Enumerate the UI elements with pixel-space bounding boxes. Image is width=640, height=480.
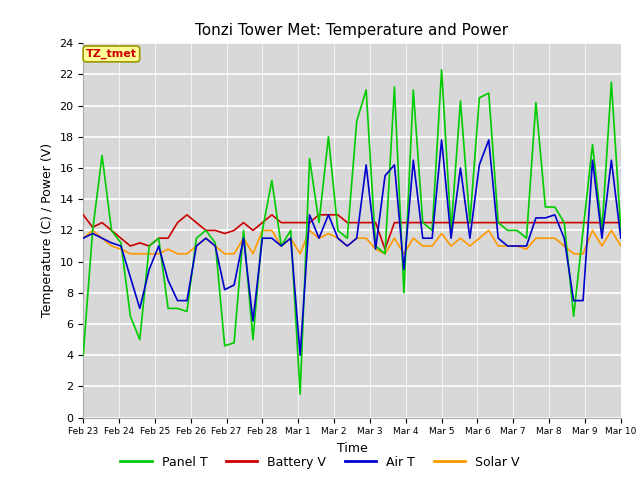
Air T: [202, 235, 210, 241]
Title: Tonzi Tower Met: Temperature and Power: Tonzi Tower Met: Temperature and Power: [195, 23, 509, 38]
Battery V: [541, 220, 549, 226]
Battery V: [202, 228, 210, 233]
Solar V: [456, 235, 464, 241]
Battery V: [211, 228, 219, 233]
Y-axis label: Temperature (C) / Power (V): Temperature (C) / Power (V): [41, 144, 54, 317]
Line: Solar V: Solar V: [83, 230, 621, 254]
Air T: [598, 235, 606, 241]
Battery V: [485, 220, 493, 226]
Battery V: [598, 220, 606, 226]
Solar V: [89, 228, 97, 233]
X-axis label: Time: Time: [337, 442, 367, 455]
Panel T: [456, 98, 464, 104]
Panel T: [494, 220, 502, 226]
Battery V: [617, 220, 625, 226]
Panel T: [617, 228, 625, 233]
Solar V: [551, 235, 559, 241]
Solar V: [221, 251, 228, 257]
Panel T: [438, 67, 445, 72]
Panel T: [296, 391, 304, 397]
Line: Air T: Air T: [83, 140, 621, 355]
Line: Battery V: Battery V: [83, 215, 621, 249]
Legend: Panel T, Battery V, Air T, Solar V: Panel T, Battery V, Air T, Solar V: [115, 451, 525, 474]
Air T: [79, 235, 87, 241]
Panel T: [551, 204, 559, 210]
Solar V: [127, 251, 134, 257]
Solar V: [494, 243, 502, 249]
Panel T: [598, 228, 606, 233]
Air T: [211, 243, 219, 249]
Panel T: [202, 228, 210, 233]
Air T: [617, 235, 625, 241]
Air T: [456, 165, 464, 171]
Solar V: [79, 235, 87, 241]
Battery V: [447, 220, 455, 226]
Air T: [296, 352, 304, 358]
Air T: [494, 235, 502, 241]
Solar V: [617, 243, 625, 249]
Panel T: [79, 352, 87, 358]
Battery V: [381, 246, 389, 252]
Air T: [438, 137, 445, 143]
Panel T: [211, 240, 219, 246]
Line: Panel T: Panel T: [83, 70, 621, 394]
Battery V: [79, 212, 87, 218]
Air T: [551, 212, 559, 218]
Solar V: [230, 251, 238, 257]
Text: TZ_tmet: TZ_tmet: [86, 49, 137, 59]
Solar V: [598, 243, 606, 249]
